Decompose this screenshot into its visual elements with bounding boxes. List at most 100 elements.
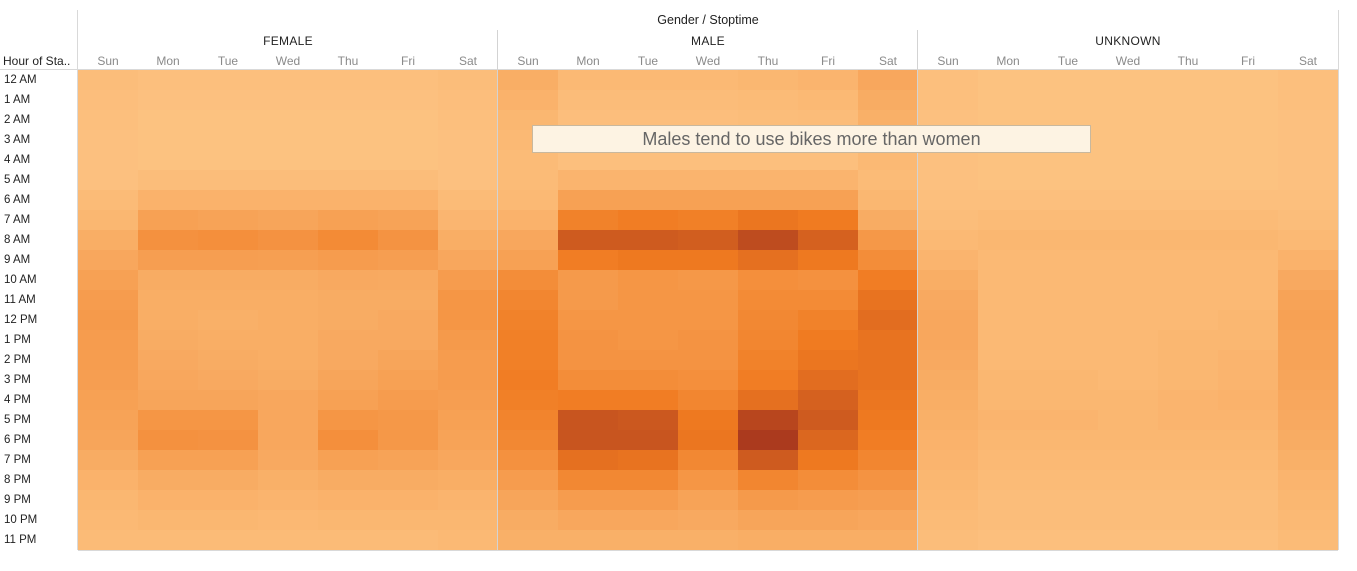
hour-label: 2 AM bbox=[4, 114, 31, 126]
heatmap-cell bbox=[138, 210, 198, 230]
heatmap-cell bbox=[618, 70, 678, 90]
heatmap-cell bbox=[678, 90, 738, 110]
heatmap-cell bbox=[918, 350, 978, 370]
heatmap-cell bbox=[138, 370, 198, 390]
heatmap-cell bbox=[1278, 410, 1338, 430]
heatmap-cell bbox=[1218, 290, 1278, 310]
heatmap-cell bbox=[678, 370, 738, 390]
heatmap-cell bbox=[438, 530, 498, 550]
heatmap-cell bbox=[1038, 190, 1098, 210]
heatmap-cell bbox=[738, 470, 798, 490]
heatmap-cell bbox=[798, 210, 858, 230]
heatmap-cell bbox=[858, 490, 918, 510]
heatmap-cell bbox=[1278, 70, 1338, 90]
heatmap-cell bbox=[798, 250, 858, 270]
heatmap-cell bbox=[78, 530, 138, 550]
heatmap-cell bbox=[558, 410, 618, 430]
heatmap-cell bbox=[498, 390, 558, 410]
heatmap-cell bbox=[438, 190, 498, 210]
heatmap-cell bbox=[198, 270, 258, 290]
heatmap-cell bbox=[1158, 350, 1218, 370]
heatmap-cell bbox=[918, 250, 978, 270]
heatmap-cell bbox=[198, 250, 258, 270]
heatmap-cell bbox=[498, 450, 558, 470]
heatmap-cell bbox=[918, 90, 978, 110]
heatmap-cell bbox=[318, 90, 378, 110]
heatmap-cell bbox=[858, 90, 918, 110]
heatmap-cell bbox=[438, 410, 498, 430]
heatmap-cell bbox=[558, 250, 618, 270]
heatmap-cell bbox=[378, 430, 438, 450]
heatmap-cell bbox=[1098, 470, 1158, 490]
heatmap-cell bbox=[918, 270, 978, 290]
heatmap-cell bbox=[1218, 210, 1278, 230]
heatmap-cell bbox=[138, 110, 198, 130]
day-label: Tue bbox=[217, 54, 239, 68]
heatmap-cell bbox=[78, 490, 138, 510]
heatmap-cell bbox=[1278, 370, 1338, 390]
heatmap-cell bbox=[138, 450, 198, 470]
heatmap-cell bbox=[798, 350, 858, 370]
heatmap-cell bbox=[1098, 350, 1158, 370]
heatmap-cell bbox=[1098, 370, 1158, 390]
heatmap-cell bbox=[738, 510, 798, 530]
heatmap-cell bbox=[198, 230, 258, 250]
heatmap-cell bbox=[1158, 430, 1218, 450]
heatmap-cell bbox=[198, 350, 258, 370]
heatmap-cell bbox=[438, 210, 498, 230]
heatmap-cell bbox=[678, 330, 738, 350]
heatmap-cell bbox=[138, 470, 198, 490]
heatmap-cell bbox=[978, 230, 1038, 250]
heatmap-cell bbox=[798, 270, 858, 290]
heatmap-cell bbox=[738, 250, 798, 270]
heatmap-cell bbox=[78, 430, 138, 450]
day-label: Thu bbox=[757, 54, 779, 68]
gender-header: MALE bbox=[691, 34, 725, 48]
heatmap-cell bbox=[618, 170, 678, 190]
heatmap-cell bbox=[738, 70, 798, 90]
heatmap-cell bbox=[978, 330, 1038, 350]
heatmap-cell bbox=[1098, 390, 1158, 410]
heatmap-cell bbox=[498, 310, 558, 330]
heatmap-cell bbox=[918, 490, 978, 510]
heatmap-cell bbox=[558, 290, 618, 310]
heatmap-cell bbox=[78, 350, 138, 370]
heatmap-cell bbox=[318, 130, 378, 150]
heatmap-cell bbox=[1218, 170, 1278, 190]
heatmap-cell bbox=[798, 530, 858, 550]
heatmap-cell bbox=[1038, 370, 1098, 390]
heatmap-cell bbox=[438, 450, 498, 470]
heatmap-cell bbox=[138, 510, 198, 530]
heatmap-cell bbox=[798, 450, 858, 470]
day-label: Sat bbox=[458, 54, 477, 68]
heatmap-cell bbox=[198, 510, 258, 530]
heatmap-cell bbox=[1278, 390, 1338, 410]
heatmap-cell bbox=[798, 490, 858, 510]
heatmap-cell bbox=[258, 150, 318, 170]
heatmap-cell bbox=[1098, 430, 1158, 450]
heatmap-cell bbox=[318, 470, 378, 490]
heatmap-cell bbox=[78, 330, 138, 350]
heatmap-cell bbox=[1098, 250, 1158, 270]
heatmap-cell bbox=[918, 150, 978, 170]
heatmap-cell bbox=[258, 470, 318, 490]
heatmap-cell bbox=[498, 250, 558, 270]
day-label: Sun bbox=[517, 54, 539, 68]
heatmap-cell bbox=[798, 290, 858, 310]
heatmap-cell bbox=[618, 190, 678, 210]
heatmap-cell bbox=[258, 390, 318, 410]
heatmap-cell bbox=[618, 250, 678, 270]
heatmap-cell bbox=[1278, 130, 1338, 150]
heatmap-cell bbox=[198, 530, 258, 550]
hour-label: 5 PM bbox=[4, 414, 31, 426]
heatmap-cell bbox=[1038, 310, 1098, 330]
heatmap-cell bbox=[1158, 290, 1218, 310]
heatmap-cell bbox=[378, 110, 438, 130]
heatmap-cell bbox=[378, 290, 438, 310]
heatmap-cell bbox=[978, 510, 1038, 530]
heatmap-cell bbox=[1218, 350, 1278, 370]
heatmap-cell bbox=[438, 170, 498, 190]
heatmap-cell bbox=[558, 510, 618, 530]
heatmap-cell bbox=[678, 450, 738, 470]
